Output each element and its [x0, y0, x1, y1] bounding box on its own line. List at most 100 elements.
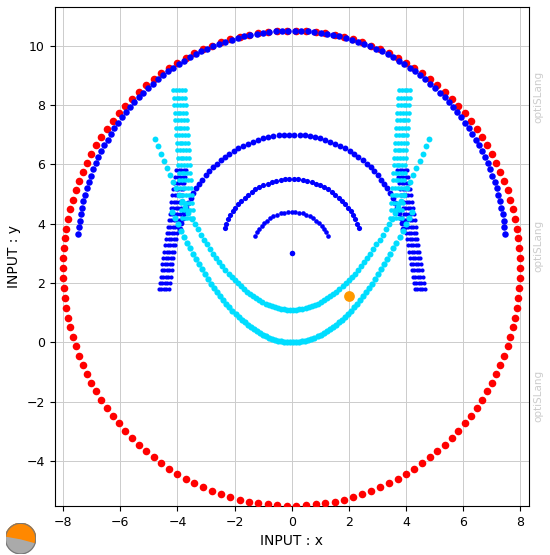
Point [323, 231, 332, 240]
Point [395, 115, 404, 124]
Point [498, 210, 507, 219]
Point [134, 87, 143, 96]
Point [393, 146, 402, 155]
Point [399, 210, 408, 219]
Point [217, 490, 226, 498]
Point [267, 335, 276, 344]
Point [181, 203, 190, 211]
Point [440, 93, 449, 102]
Point [405, 216, 414, 225]
Point [426, 79, 435, 88]
Point [150, 134, 159, 143]
Point [358, 156, 367, 165]
Point [410, 285, 419, 294]
Point [178, 183, 187, 192]
Point [189, 249, 197, 258]
Point [174, 216, 183, 225]
Point [410, 216, 419, 225]
Point [329, 290, 338, 299]
Point [309, 214, 317, 223]
Point [197, 265, 206, 274]
Point [195, 179, 204, 188]
Point [377, 175, 386, 184]
Point [126, 103, 135, 112]
Point [134, 93, 143, 102]
Point [177, 168, 186, 177]
Point [91, 159, 100, 168]
Point [216, 292, 225, 301]
Point [402, 100, 411, 109]
Point [240, 285, 249, 294]
Point [72, 342, 80, 351]
Point [172, 235, 180, 244]
Point [392, 206, 401, 215]
Point [277, 337, 285, 346]
Point [169, 197, 178, 206]
Point [165, 228, 174, 237]
Point [393, 108, 402, 117]
Point [400, 85, 409, 94]
Point [406, 203, 415, 212]
Point [184, 183, 192, 192]
Point [509, 323, 518, 332]
Point [499, 216, 508, 225]
Point [295, 130, 304, 139]
Point [187, 183, 196, 192]
Point [406, 185, 415, 194]
Point [171, 241, 180, 250]
Point [261, 332, 270, 341]
Point [180, 131, 189, 140]
Point [173, 222, 182, 231]
Point [182, 203, 191, 212]
Point [171, 203, 180, 212]
Point [169, 185, 178, 194]
Point [405, 253, 414, 262]
Point [173, 191, 182, 200]
Point [366, 42, 375, 51]
Point [179, 198, 188, 207]
Point [402, 210, 411, 219]
Point [183, 206, 191, 215]
Point [468, 129, 477, 138]
Point [75, 176, 84, 185]
Point [260, 219, 268, 228]
Point [251, 231, 260, 240]
Point [402, 191, 410, 200]
Point [202, 240, 211, 249]
Point [350, 269, 359, 278]
Point [374, 270, 383, 279]
Point [471, 135, 480, 144]
Point [177, 166, 185, 175]
Point [492, 158, 501, 167]
Point [170, 247, 179, 256]
Point [515, 254, 524, 263]
Point [391, 138, 400, 147]
Point [461, 118, 470, 127]
Point [292, 338, 301, 347]
Point [295, 305, 304, 314]
Point [157, 266, 166, 275]
Point [460, 419, 469, 428]
Point [180, 209, 189, 218]
Point [200, 235, 208, 244]
Point [410, 235, 419, 244]
Point [394, 183, 403, 192]
Point [209, 42, 218, 51]
Point [397, 191, 405, 200]
Point [330, 497, 339, 506]
Point [169, 93, 178, 102]
Point [390, 198, 399, 207]
Point [162, 266, 171, 275]
Point [190, 479, 199, 488]
Point [447, 433, 456, 442]
Point [412, 228, 421, 237]
Point [231, 203, 240, 212]
Point [410, 247, 419, 256]
Y-axis label: INPUT : y: INPUT : y [7, 225, 21, 288]
Point [353, 299, 361, 308]
Point [354, 224, 363, 233]
Point [389, 213, 398, 222]
Point [178, 100, 187, 109]
Point [404, 172, 412, 181]
Point [222, 219, 230, 228]
